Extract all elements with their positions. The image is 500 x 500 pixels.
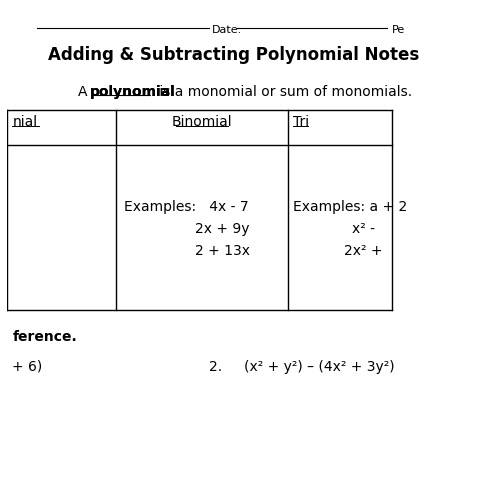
Text: Tri: Tri [293, 115, 309, 129]
Text: Examples:   4x - 7: Examples: 4x - 7 [124, 200, 248, 214]
Text: 2.: 2. [210, 360, 222, 374]
Text: 2x + 9y: 2x + 9y [194, 222, 249, 236]
Text: 2x² +: 2x² + [344, 244, 383, 258]
Text: Adding & Subtracting Polynomial Notes: Adding & Subtracting Polynomial Notes [48, 46, 420, 64]
Text: 2 + 13x: 2 + 13x [194, 244, 250, 258]
Text: + 6): + 6) [12, 360, 42, 374]
Text: x² -: x² - [352, 222, 375, 236]
Text: Date:: Date: [212, 25, 242, 35]
Text: (x² + y²) – (4x² + 3y²): (x² + y²) – (4x² + 3y²) [244, 360, 394, 374]
Text: Examples: a + 2: Examples: a + 2 [293, 200, 408, 214]
Text: Binomial: Binomial [172, 115, 232, 129]
Text: polynomial: polynomial [90, 85, 176, 99]
Text: polynomial: polynomial [90, 85, 176, 99]
Text: is a monomial or sum of monomials.: is a monomial or sum of monomials. [155, 85, 412, 99]
Text: nial: nial [12, 115, 38, 129]
Text: Pe: Pe [392, 25, 405, 35]
Text: ference.: ference. [12, 330, 77, 344]
Text: A: A [78, 85, 92, 99]
